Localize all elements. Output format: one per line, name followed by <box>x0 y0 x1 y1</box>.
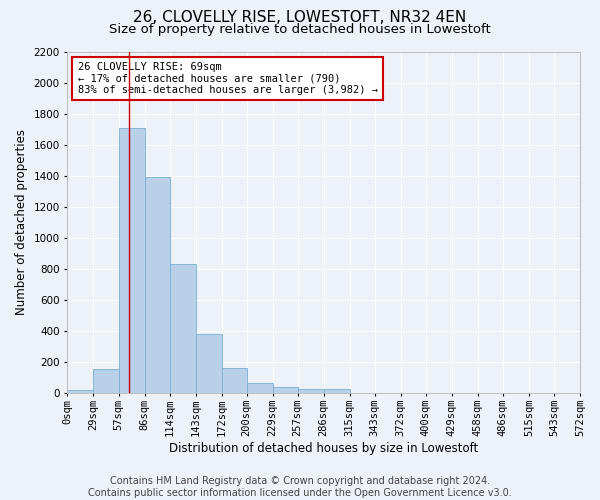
Bar <box>94 370 119 394</box>
Bar <box>119 128 145 394</box>
Bar <box>170 264 196 394</box>
Bar <box>67 390 94 394</box>
Bar <box>221 368 247 394</box>
Bar <box>196 334 221 394</box>
X-axis label: Distribution of detached houses by size in Lowestoft: Distribution of detached houses by size … <box>169 442 478 455</box>
Text: Contains HM Land Registry data © Crown copyright and database right 2024.
Contai: Contains HM Land Registry data © Crown c… <box>88 476 512 498</box>
Text: 26 CLOVELLY RISE: 69sqm
← 17% of detached houses are smaller (790)
83% of semi-d: 26 CLOVELLY RISE: 69sqm ← 17% of detache… <box>77 62 377 95</box>
Bar <box>247 384 272 394</box>
Bar <box>272 388 298 394</box>
Bar <box>350 392 375 394</box>
Bar <box>298 389 324 394</box>
Y-axis label: Number of detached properties: Number of detached properties <box>15 130 28 316</box>
Bar <box>145 178 170 394</box>
Bar <box>324 389 350 394</box>
Text: Size of property relative to detached houses in Lowestoft: Size of property relative to detached ho… <box>109 22 491 36</box>
Text: 26, CLOVELLY RISE, LOWESTOFT, NR32 4EN: 26, CLOVELLY RISE, LOWESTOFT, NR32 4EN <box>133 10 467 25</box>
